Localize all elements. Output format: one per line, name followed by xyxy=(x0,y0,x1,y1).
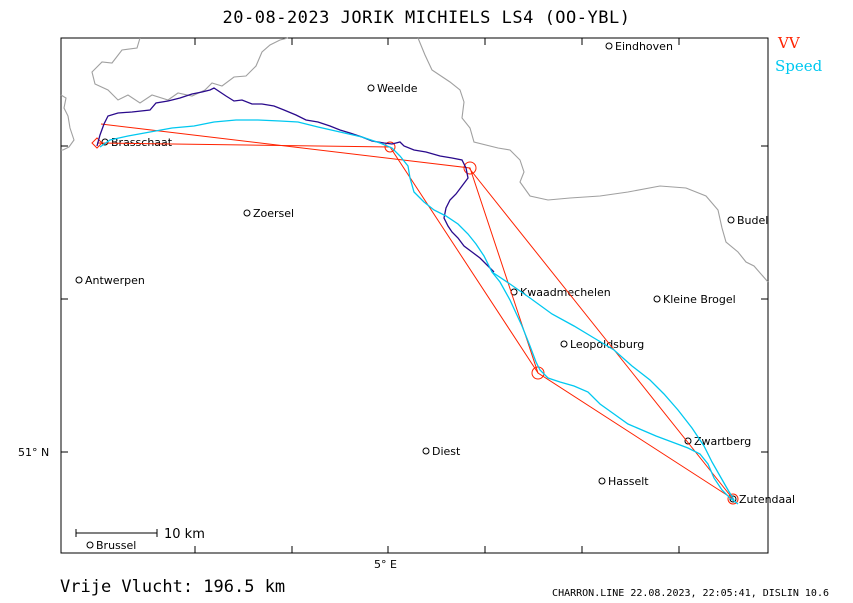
place-label: Antwerpen xyxy=(85,274,145,287)
place-label: Zwartberg xyxy=(694,435,751,448)
lon-label: 5° E xyxy=(374,558,397,571)
track-speed-2 xyxy=(491,271,735,501)
place-marker xyxy=(729,495,737,503)
border-line xyxy=(60,94,75,151)
map-title: 20-08-2023 JORIK MICHIELS LS4 (OO-YBL) xyxy=(222,8,631,28)
scale-label: 10 km xyxy=(164,527,205,542)
place-marker xyxy=(684,437,692,445)
legend-speed: Speed xyxy=(775,57,823,75)
place-label: Weelde xyxy=(377,82,418,95)
track-vario xyxy=(96,87,495,273)
place-label: Diest xyxy=(432,445,461,458)
turnpoint-1 xyxy=(463,161,477,175)
place-marker xyxy=(243,209,251,217)
place-label: Kwaadmechelen xyxy=(520,286,611,299)
place-marker xyxy=(86,541,94,549)
border-line-east xyxy=(417,37,769,283)
task-line xyxy=(100,123,734,500)
lat-label: 51° N xyxy=(18,446,49,459)
task-line-2 xyxy=(96,142,539,374)
place-label: Leopoldsburg xyxy=(570,338,644,351)
turnpoint-4 xyxy=(727,493,739,505)
place-label: Hasselt xyxy=(608,475,649,488)
place-marker xyxy=(560,340,568,348)
place-marker xyxy=(727,216,735,224)
place-markers: Eindhoven Weelde Brasschaat Zoersel Budel Ant… xyxy=(75,40,795,552)
place-marker xyxy=(75,276,83,284)
turnpoint-2 xyxy=(384,141,396,153)
place-label: Budel xyxy=(737,214,768,227)
place-label: Zutendaal xyxy=(739,493,795,506)
place-marker xyxy=(598,477,606,485)
place-label: Kleine Brogel xyxy=(663,293,736,306)
credit-line: CHARRON.LINE 22.08.2023, 22:05:41, DISLI… xyxy=(552,588,829,599)
place-marker xyxy=(605,42,613,50)
place-marker xyxy=(422,447,430,455)
axis-ticks xyxy=(61,38,768,553)
border-line-main xyxy=(91,37,289,104)
track-speed xyxy=(99,119,739,505)
place-label: Eindhoven xyxy=(615,40,673,53)
start-marker xyxy=(91,137,103,149)
distance-summary: Vrije Vlucht: 196.5 km xyxy=(60,577,286,597)
place-marker xyxy=(367,84,375,92)
place-marker xyxy=(653,295,661,303)
place-label: Brasschaat xyxy=(111,136,173,149)
plot-frame xyxy=(60,37,769,554)
place-label: Zoersel xyxy=(253,207,294,220)
place-label: Brussel xyxy=(96,539,136,552)
legend-vv: VV xyxy=(778,34,800,52)
